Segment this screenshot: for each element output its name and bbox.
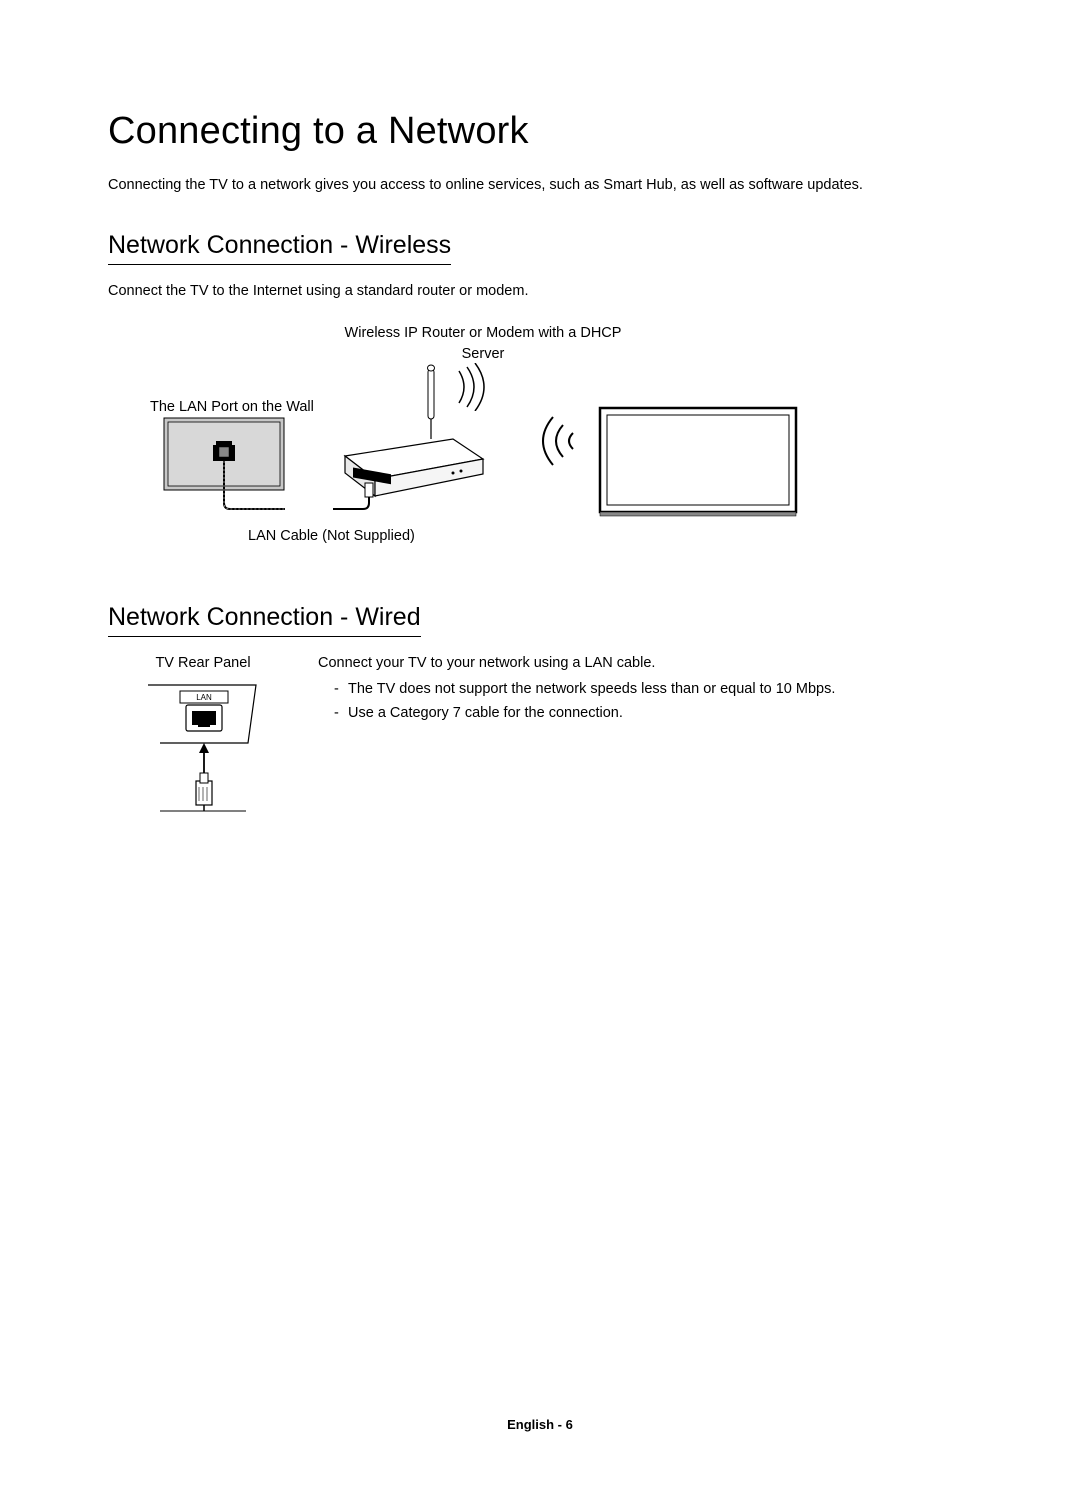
wired-intro: Connect your TV to your network using a …	[318, 655, 972, 671]
wifi-waves-out-icon	[453, 363, 493, 416]
wireless-heading: Network Connection - Wireless	[108, 231, 451, 265]
lan-port-text: LAN	[196, 693, 212, 702]
lan-cable-label: LAN Cable (Not Supplied)	[248, 528, 415, 544]
wired-heading: Network Connection - Wired	[108, 603, 421, 637]
tv-rear-panel-label: TV Rear Panel	[108, 655, 298, 671]
wall-port-label: The LAN Port on the Wall	[150, 399, 314, 415]
page-footer: English - 6	[0, 1417, 1080, 1432]
page-title: Connecting to a Network	[108, 110, 972, 153]
wifi-waves-in-icon	[533, 411, 581, 476]
wired-note-2: Use a Category 7 cable for the connectio…	[334, 705, 972, 721]
tv-icon	[598, 406, 798, 516]
wired-note-1: The TV does not support the network spee…	[334, 681, 972, 697]
page-intro: Connecting the TV to a network gives you…	[108, 175, 972, 195]
wired-notes-list: The TV does not support the network spee…	[318, 681, 972, 721]
lan-port-icon: LAN	[138, 683, 268, 813]
wireless-diagram: Wireless IP Router or Modem with a DHCP …	[108, 323, 972, 563]
wall-port-icon	[163, 417, 285, 492]
wireless-subtext: Connect the TV to the Internet using a s…	[108, 283, 972, 299]
tv-rear-panel-diagram: TV Rear Panel LAN	[108, 655, 298, 818]
router-label: Wireless IP Router or Modem with a DHCP …	[333, 323, 633, 364]
